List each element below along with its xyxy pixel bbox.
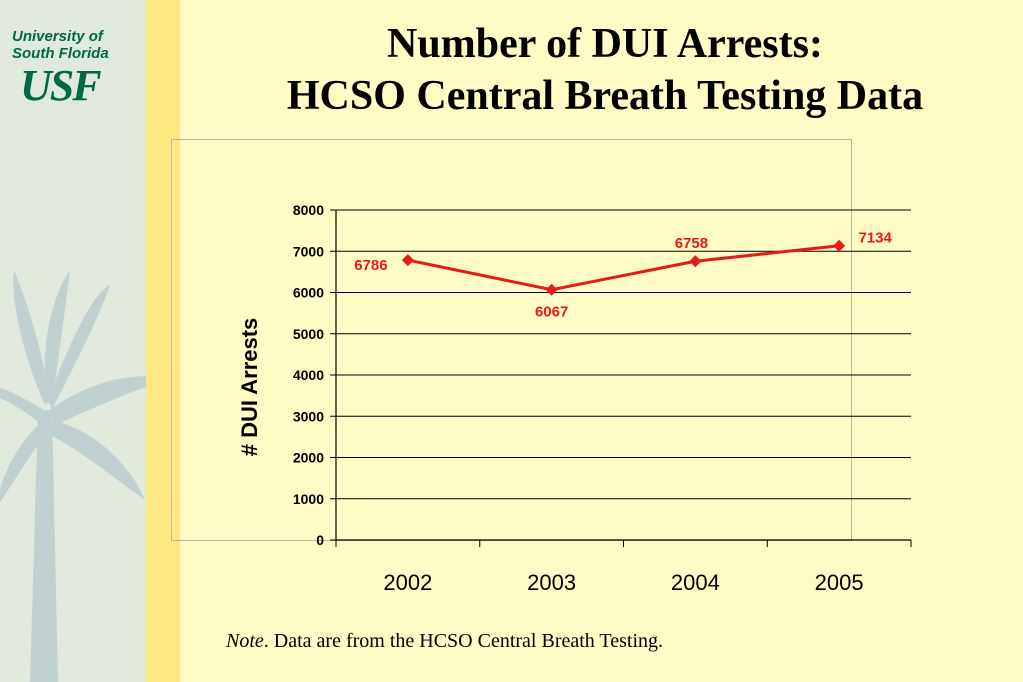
page-title: Number of DUI Arrests: HCSO Central Brea… xyxy=(200,18,1010,122)
sidebar-decoration: University of South Florida USF xyxy=(0,0,146,682)
y-tick-label: 5000 xyxy=(293,326,324,342)
note-label: Note xyxy=(226,630,264,652)
logo-line-2: South Florida xyxy=(12,45,109,62)
y-tick-label: 4000 xyxy=(293,367,324,383)
logo-mark: USF xyxy=(20,61,102,110)
y-tick-label: 1000 xyxy=(293,491,324,507)
data-label: 6758 xyxy=(675,235,708,252)
data-point xyxy=(401,254,414,267)
x-tick-label: 2003 xyxy=(527,570,576,595)
title-line-2: HCSO Central Breath Testing Data xyxy=(286,73,924,119)
palm-tree-icon xyxy=(0,270,146,682)
data-point xyxy=(545,283,558,296)
footnote: Note. Data are from the HCSO Central Bre… xyxy=(226,630,663,653)
data-point xyxy=(689,255,702,268)
x-tick-label: 2004 xyxy=(671,570,720,595)
y-axis-label: # DUI Arrests xyxy=(237,318,262,457)
usf-logo: University of South Florida USF xyxy=(12,28,137,110)
logo-line-1: University of xyxy=(12,28,103,45)
note-text: . Data are from the HCSO Central Breath … xyxy=(263,630,664,652)
y-tick-label: 8000 xyxy=(293,202,324,218)
data-point xyxy=(833,239,846,252)
y-tick-label: 0 xyxy=(316,532,324,548)
y-tick-label: 2000 xyxy=(293,450,324,466)
y-tick-label: 6000 xyxy=(293,285,324,301)
accent-stripe xyxy=(146,0,180,682)
y-tick-label: 3000 xyxy=(293,408,324,424)
data-label: 6067 xyxy=(535,304,568,321)
y-tick-label: 7000 xyxy=(293,243,324,259)
x-tick-label: 2005 xyxy=(815,570,864,595)
x-tick-label: 2002 xyxy=(383,570,432,595)
data-label: 7134 xyxy=(858,230,892,247)
series-line xyxy=(407,244,840,292)
title-line-1: Number of DUI Arrests: xyxy=(387,21,823,67)
data-label: 6786 xyxy=(354,257,387,274)
